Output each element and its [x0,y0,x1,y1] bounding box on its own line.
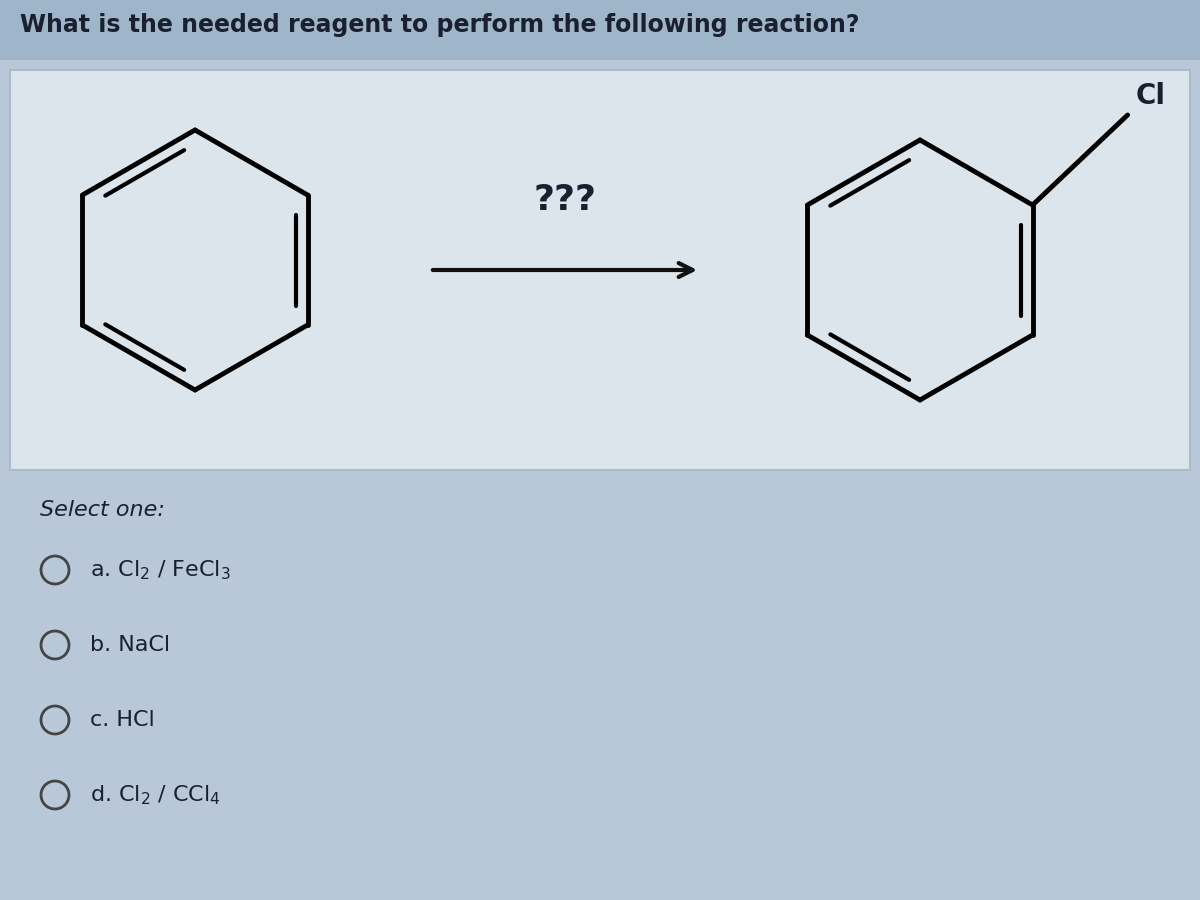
Text: Select one:: Select one: [40,500,164,520]
Text: Cl: Cl [1135,82,1165,110]
Text: b. NaCl: b. NaCl [90,635,170,655]
Bar [10,70,1190,470]
Text: a. Cl$_2$ / FeCl$_3$: a. Cl$_2$ / FeCl$_3$ [90,558,230,581]
Text: What is the needed reagent to perform the following reaction?: What is the needed reagent to perform th… [20,13,859,37]
Text: c. HCl: c. HCl [90,710,155,730]
Text: ???: ??? [534,183,596,217]
Bar [0,0,1200,60]
Text: d. Cl$_2$ / CCl$_4$: d. Cl$_2$ / CCl$_4$ [90,783,221,806]
